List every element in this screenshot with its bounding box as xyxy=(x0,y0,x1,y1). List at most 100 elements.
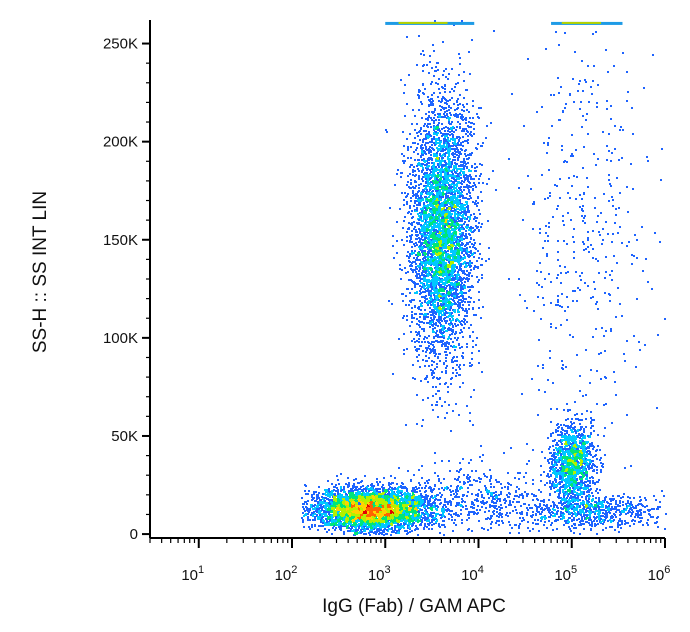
event-dot xyxy=(411,511,413,513)
event-dot xyxy=(305,501,307,503)
event-dot xyxy=(430,490,432,492)
event-dot xyxy=(376,478,378,480)
event-dot xyxy=(349,515,351,517)
event-dot xyxy=(337,489,339,491)
event-dot xyxy=(394,477,396,479)
event-dot xyxy=(404,192,406,194)
event-dot xyxy=(448,122,450,124)
event-dot xyxy=(435,515,437,517)
event-dot xyxy=(387,493,389,495)
event-dot xyxy=(363,488,365,490)
event-dot xyxy=(372,492,374,494)
event-dot xyxy=(311,496,313,498)
event-dot xyxy=(362,499,364,501)
event-dot xyxy=(325,494,327,496)
event-dot xyxy=(440,147,442,149)
event-dot xyxy=(422,167,424,169)
event-dot xyxy=(310,514,312,516)
event-dot xyxy=(331,533,333,535)
event-dot xyxy=(418,97,420,99)
event-dot xyxy=(365,523,367,525)
event-dot xyxy=(470,396,472,398)
event-dot xyxy=(343,488,345,490)
event-dot xyxy=(463,168,465,170)
event-dot xyxy=(325,506,327,508)
event-dot xyxy=(378,522,380,524)
event-dot xyxy=(305,485,307,487)
event-dot xyxy=(367,507,369,509)
event-dot xyxy=(434,495,436,497)
event-dot xyxy=(467,142,469,144)
event-dot xyxy=(458,53,460,55)
event-dot xyxy=(335,516,337,518)
event-dot xyxy=(378,507,380,509)
event-dot xyxy=(347,525,349,527)
event-dot xyxy=(331,503,333,505)
event-dot xyxy=(340,473,342,475)
event-dot xyxy=(385,491,387,493)
event-dot xyxy=(318,508,320,510)
event-dot xyxy=(389,486,391,488)
event-dot xyxy=(333,504,335,506)
event-dot xyxy=(421,236,423,238)
event-dot xyxy=(414,498,416,500)
event-dot xyxy=(373,499,375,501)
event-dot xyxy=(337,493,339,495)
event-dot xyxy=(427,142,429,144)
event-dot xyxy=(348,485,350,487)
event-dot xyxy=(337,491,339,493)
event-dot xyxy=(369,496,371,498)
event-dot xyxy=(439,336,441,338)
event-dot xyxy=(363,519,365,521)
event-dot xyxy=(377,484,379,486)
event-dot xyxy=(351,509,353,511)
event-dot xyxy=(341,489,343,491)
event-dot xyxy=(355,515,357,517)
event-dot xyxy=(473,182,475,184)
event-dot xyxy=(314,508,316,510)
event-dot xyxy=(389,207,391,209)
event-dot xyxy=(335,500,337,502)
event-dot xyxy=(383,531,385,533)
event-dot xyxy=(401,269,403,271)
event-dot xyxy=(394,525,396,527)
event-dot xyxy=(411,501,413,503)
event-dot xyxy=(301,517,303,519)
event-dots xyxy=(301,20,667,536)
event-dot xyxy=(329,508,331,510)
event-dot xyxy=(318,512,320,514)
event-dot xyxy=(478,209,480,211)
event-dot xyxy=(409,166,411,168)
event-dot xyxy=(419,516,421,518)
event-dot xyxy=(356,508,358,510)
event-dot xyxy=(306,503,308,505)
event-dot xyxy=(406,533,408,535)
event-dot xyxy=(409,505,411,507)
event-dot xyxy=(322,525,324,527)
event-dot xyxy=(472,246,474,248)
event-dot xyxy=(459,364,461,366)
event-dot xyxy=(302,519,304,521)
event-dot xyxy=(315,510,317,512)
event-dot xyxy=(444,516,446,518)
event-dot xyxy=(431,521,433,523)
event-dot xyxy=(363,533,365,535)
event-dot xyxy=(373,521,375,523)
event-dot xyxy=(384,528,386,530)
event-dot xyxy=(343,531,345,533)
event-dot xyxy=(390,511,392,513)
event-dot xyxy=(407,504,409,506)
event-dot xyxy=(386,498,388,500)
event-dot xyxy=(341,515,343,517)
event-dot xyxy=(418,184,420,186)
event-dot xyxy=(421,509,423,511)
event-dot xyxy=(402,500,404,502)
event-dot xyxy=(414,159,416,161)
event-dot xyxy=(433,92,435,94)
event-dot xyxy=(445,322,447,324)
event-dot xyxy=(356,494,358,496)
event-dot xyxy=(415,231,417,233)
event-dot xyxy=(414,489,416,491)
event-dot xyxy=(409,265,411,267)
event-dot xyxy=(422,359,424,361)
